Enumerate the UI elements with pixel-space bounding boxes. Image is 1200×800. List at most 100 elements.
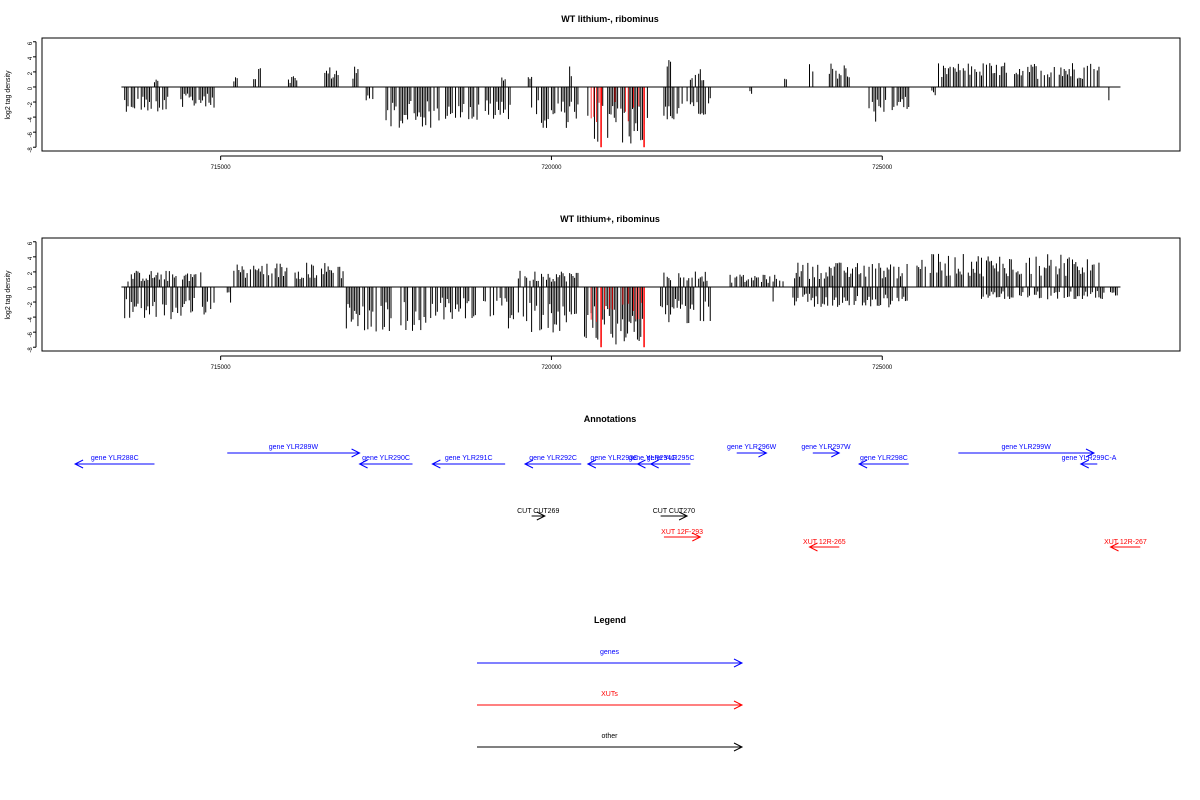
arrow-head [73, 459, 84, 469]
y-tick-label: -6 [28, 132, 34, 138]
arrow-head [831, 448, 841, 458]
feature-arrow: gene YLR292C [523, 455, 582, 469]
bar-layer [124, 60, 1110, 144]
legend-title: Legend [594, 615, 626, 625]
feature-label: gene YLR296W [727, 444, 777, 451]
annotations-title: Annotations [584, 414, 637, 424]
panel-lithium-plus: WT lithium+, ribominus 6 4 2 0 -2 -4 -6 -8 7150… [5, 214, 1181, 371]
arrow-head [733, 700, 744, 710]
y-axis-label: log2 tag density [5, 270, 12, 320]
y-tick-label: 2 [28, 271, 34, 275]
feature-label: CUT CUT270 [653, 508, 695, 515]
feature-arrow: CUT CUT270 [653, 508, 695, 521]
x-tick-label: 715000 [211, 165, 232, 171]
feature-label: gene YLR298C [860, 455, 908, 462]
panel-title: WT lithium+, ribominus [560, 214, 660, 224]
arrow-head [1079, 459, 1089, 469]
feature-arrow: XUT 12R-265 [803, 539, 846, 552]
feature-label: gene YLR294C [628, 455, 676, 462]
feature-arrow: genes [477, 649, 744, 668]
x-tick-label: 720000 [541, 165, 562, 171]
arrow-head [1085, 448, 1096, 458]
arrow-head [758, 448, 768, 458]
feature-arrow: XUTs [477, 691, 744, 710]
bar-layer [124, 253, 1118, 345]
x-tick-label: 725000 [872, 365, 893, 371]
arrow-head [808, 542, 818, 552]
feature-label: gene YLR289W [269, 444, 319, 451]
annotation-features: gene YLR288C gene YLR289W gene YLR290C gene… [73, 444, 1147, 552]
feature-label: gene YLR293C [590, 455, 638, 462]
feature-arrow: XUT 12R-267 [1104, 539, 1147, 552]
arrow-head [1109, 542, 1119, 552]
feature-label: XUT 12R-265 [803, 539, 846, 546]
feature-label: XUTs [601, 691, 618, 698]
feature-arrow: gene YLR296W [727, 444, 777, 458]
feature-label: other [602, 733, 619, 740]
feature-arrow: XUT 12F-293 [661, 529, 703, 542]
panel-title: WT lithium-, ribominus [561, 14, 659, 24]
y-tick-label: 6 [28, 241, 34, 245]
y-tick-label: 4 [28, 56, 34, 60]
arrow-head [733, 658, 744, 668]
feature-arrow: gene YLR299W [958, 444, 1096, 458]
feature-label: gene YLR297W [801, 444, 851, 451]
feature-label: gene YLR299W [1002, 444, 1052, 451]
feature-arrow: gene YLR289W [227, 444, 361, 458]
y-tick-label: -6 [28, 332, 34, 338]
y-tick-label: -2 [28, 101, 34, 107]
highlight-layer [590, 286, 645, 348]
arrow-head [857, 459, 868, 469]
y-tick-label: -2 [28, 301, 34, 307]
arrow-head [586, 459, 597, 469]
y-tick-label: 4 [28, 256, 34, 260]
arrow-head [523, 459, 534, 469]
arrow-head [351, 448, 361, 458]
feature-label: genes [600, 649, 620, 656]
feature-label: CUT CUT269 [517, 508, 559, 515]
y-axis-label: log2 tag density [5, 70, 12, 120]
feature-label: XUT 12F-293 [661, 529, 703, 536]
y-tick-label: 0 [28, 86, 34, 90]
plot-frame [41, 237, 1181, 352]
feature-arrow: gene YLR288C [73, 455, 155, 469]
feature-label: XUT 12R-267 [1104, 539, 1147, 546]
y-tick-label: -8 [28, 347, 34, 353]
feature-label: gene YLR292C [529, 455, 577, 462]
feature-label: gene YLR290C [362, 455, 410, 462]
arrow-head [649, 459, 659, 469]
arrow-head [431, 459, 441, 469]
x-tick-label: 725000 [872, 165, 893, 171]
y-tick-label: -4 [28, 316, 34, 322]
arrow-head [358, 459, 368, 469]
y-tick-label: 2 [28, 71, 34, 75]
feature-label: gene YLR291C [445, 455, 493, 462]
feature-arrow: gene YLR290C [358, 455, 413, 469]
feature-arrow: gene YLR295C [647, 455, 695, 469]
arrow-head [678, 511, 689, 521]
arrow-head [636, 459, 646, 469]
feature-label: gene YLR295C [647, 455, 695, 462]
highlight-layer [590, 86, 645, 148]
y-tick-label: -8 [28, 147, 34, 153]
x-tick-label: 720000 [541, 365, 562, 371]
panel-lithium-minus: WT lithium-, ribominus 6 4 2 0 -2 -4 -6 -8 7150… [5, 14, 1181, 171]
x-axis: 715000 720000 725000 [211, 355, 893, 371]
arrow-head [692, 532, 702, 542]
feature-arrow: gene YLR298C [857, 455, 909, 469]
x-axis: 715000 720000 725000 [211, 155, 893, 171]
arrow-head [733, 742, 744, 752]
feature-arrow: other [477, 733, 744, 752]
y-tick-label: 0 [28, 286, 34, 290]
x-tick-label: 715000 [211, 365, 232, 371]
legend: Legend genes XUTs other [477, 615, 744, 752]
feature-label: gene YLR299C-A [1062, 455, 1117, 462]
feature-arrow: gene YLR297W [801, 444, 851, 458]
feature-arrow: gene YLR299C-A [1062, 455, 1117, 469]
arrow-head [536, 511, 546, 521]
legend-items: genes XUTs other [477, 649, 744, 752]
y-tick-label: 6 [28, 41, 34, 45]
y-axis: 6 4 2 0 -2 -4 -6 -8 [28, 41, 37, 153]
